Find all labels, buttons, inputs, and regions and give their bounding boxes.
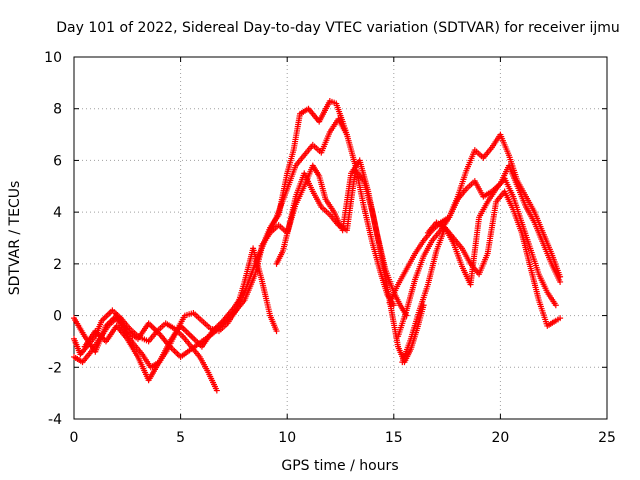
y-tick-label: 4 [53, 205, 62, 221]
plot-frame [73, 56, 608, 420]
data-point [552, 302, 559, 309]
data-point [390, 302, 397, 309]
data-points [71, 97, 564, 394]
data-point [213, 387, 220, 394]
y-tick-label: -4 [48, 412, 62, 428]
data-point [557, 315, 564, 322]
y-tick-label: -2 [48, 360, 62, 376]
series-track-10 [424, 175, 559, 309]
axis-ticks: 0 5 10 15 20 25 -4 -2 0 2 4 6 8 10 [44, 50, 616, 446]
data-point [557, 278, 564, 285]
x-tick-label: 10 [278, 430, 296, 446]
x-tick-label: 15 [385, 430, 403, 446]
y-tick-label: 10 [44, 50, 62, 66]
x-tick-label: 20 [491, 430, 509, 446]
series-track-3 [71, 97, 350, 360]
x-tick-label: 0 [70, 430, 79, 446]
y-tick-label: 6 [53, 153, 62, 169]
x-tick-label: 5 [176, 430, 185, 446]
y-axis-label: SDTVAR / TECUs [7, 181, 23, 296]
x-axis-label: GPS time / hours [281, 458, 398, 474]
x-tick-label: 25 [598, 430, 616, 446]
y-tick-label: 2 [53, 257, 62, 273]
y-tick-label: 8 [53, 102, 62, 118]
data-point [273, 328, 280, 335]
chart-title: Day 101 of 2022, Sidereal Day-to-day VTE… [56, 20, 620, 36]
y-tick-label: 0 [53, 309, 62, 325]
